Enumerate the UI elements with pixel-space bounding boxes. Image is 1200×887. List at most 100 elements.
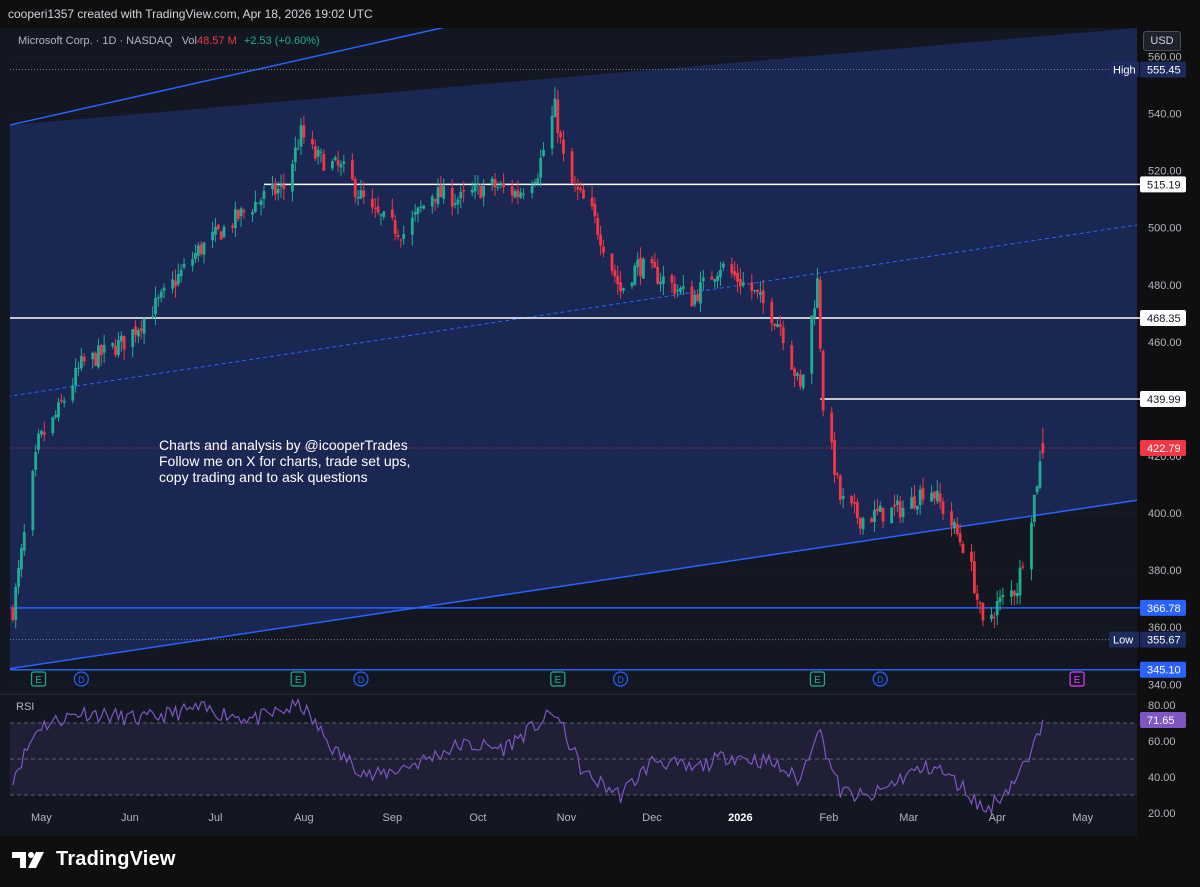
candle-body[interactable] — [1012, 591, 1016, 596]
candle-body[interactable] — [1035, 486, 1039, 493]
candle-body[interactable] — [273, 183, 277, 195]
candle-body[interactable] — [776, 323, 779, 328]
candle-body[interactable] — [182, 263, 186, 268]
candle-body[interactable] — [582, 189, 585, 199]
dividend-marker-icon[interactable] — [73, 671, 89, 687]
candle-body[interactable] — [679, 287, 682, 293]
candle-body[interactable] — [562, 139, 565, 154]
candle-body[interactable] — [893, 504, 896, 507]
candle-body[interactable] — [142, 318, 146, 334]
candle-body[interactable] — [353, 178, 357, 197]
candle-body[interactable] — [313, 146, 317, 159]
candle-body[interactable] — [858, 517, 862, 529]
candle-body[interactable] — [970, 551, 973, 562]
candle-body[interactable] — [162, 287, 166, 292]
candle-body[interactable] — [1032, 494, 1036, 522]
candle-body[interactable] — [670, 275, 674, 283]
candle-body[interactable] — [838, 475, 842, 500]
candle-body[interactable] — [898, 501, 902, 518]
candle-body[interactable] — [955, 523, 959, 534]
candle-body[interactable] — [339, 164, 343, 168]
candle-body[interactable] — [82, 356, 86, 362]
candle-body[interactable] — [1021, 566, 1025, 568]
candle-body[interactable] — [194, 253, 197, 260]
candle-body[interactable] — [813, 308, 816, 318]
candle-body[interactable] — [62, 400, 66, 403]
candle-body[interactable] — [950, 511, 953, 526]
candle-body[interactable] — [995, 601, 999, 616]
candle-body[interactable] — [373, 207, 377, 209]
candle-body[interactable] — [430, 196, 434, 207]
candle-body[interactable] — [94, 353, 97, 366]
candle-body[interactable] — [693, 294, 697, 305]
candle-body[interactable] — [553, 98, 557, 118]
candle-body[interactable] — [710, 276, 714, 280]
candle-body[interactable] — [293, 147, 297, 163]
candle-body[interactable] — [11, 607, 15, 621]
candle-body[interactable] — [721, 263, 725, 268]
candle-body[interactable] — [516, 190, 520, 197]
candle-body[interactable] — [342, 161, 346, 164]
candle-body[interactable] — [322, 153, 326, 171]
candle-body[interactable] — [433, 198, 437, 202]
candle-body[interactable] — [756, 289, 759, 293]
candle-body[interactable] — [881, 507, 885, 522]
candle-body[interactable] — [134, 326, 137, 335]
candle-body[interactable] — [102, 344, 106, 353]
candle-body[interactable] — [34, 452, 38, 470]
candle-body[interactable] — [356, 197, 360, 199]
candle-body[interactable] — [741, 282, 745, 286]
candle-body[interactable] — [830, 412, 834, 443]
candle-body[interactable] — [579, 188, 583, 191]
candle-body[interactable] — [650, 259, 654, 264]
candle-body[interactable] — [878, 505, 882, 512]
candle-body[interactable] — [171, 279, 175, 289]
candle-body[interactable] — [833, 439, 836, 475]
candle-body[interactable] — [382, 211, 386, 218]
candle-body[interactable] — [253, 202, 257, 213]
candle-body[interactable] — [613, 270, 617, 277]
candle-body[interactable] — [191, 259, 195, 266]
channel-mid-line[interactable] — [0, 223, 1147, 397]
candle-body[interactable] — [316, 149, 320, 157]
candle-body[interactable] — [781, 327, 785, 344]
candle-body[interactable] — [901, 507, 905, 517]
candle-body[interactable] — [990, 614, 993, 619]
candle-body[interactable] — [533, 181, 537, 184]
candle-body[interactable] — [890, 507, 894, 524]
candle-body[interactable] — [333, 157, 337, 160]
candle-body[interactable] — [271, 183, 274, 190]
candle-body[interactable] — [299, 125, 303, 147]
candle-body[interactable] — [816, 278, 819, 308]
candle-body[interactable] — [302, 125, 306, 138]
candle-body[interactable] — [576, 186, 580, 190]
candle-body[interactable] — [54, 414, 58, 418]
earnings-marker-icon[interactable] — [290, 671, 306, 687]
chart-annotation[interactable]: Charts and analysis by @icooperTrades Fo… — [159, 437, 410, 485]
candle-body[interactable] — [231, 225, 234, 228]
earnings-marker-icon[interactable] — [1069, 671, 1085, 687]
candle-body[interactable] — [262, 190, 266, 199]
candle-body[interactable] — [778, 324, 782, 327]
candle-body[interactable] — [490, 178, 494, 185]
candle-body[interactable] — [661, 276, 665, 284]
candle-body[interactable] — [17, 567, 20, 587]
candle-body[interactable] — [730, 264, 734, 274]
candle-body[interactable] — [855, 502, 859, 518]
candle-body[interactable] — [179, 270, 183, 277]
candle-body[interactable] — [981, 603, 985, 621]
candle-body[interactable] — [913, 496, 916, 508]
candle-body[interactable] — [37, 433, 40, 450]
candle-body[interactable] — [676, 289, 680, 292]
candle-body[interactable] — [399, 239, 403, 241]
candle-body[interactable] — [918, 489, 922, 506]
candle-body[interactable] — [941, 501, 945, 514]
candle-body[interactable] — [972, 561, 976, 594]
candle-body[interactable] — [259, 200, 263, 205]
candle-body[interactable] — [114, 345, 117, 355]
candle-body[interactable] — [821, 351, 825, 411]
candle-body[interactable] — [450, 187, 454, 207]
candle-body[interactable] — [14, 586, 18, 620]
candle-body[interactable] — [331, 161, 334, 169]
candle-body[interactable] — [590, 197, 594, 207]
